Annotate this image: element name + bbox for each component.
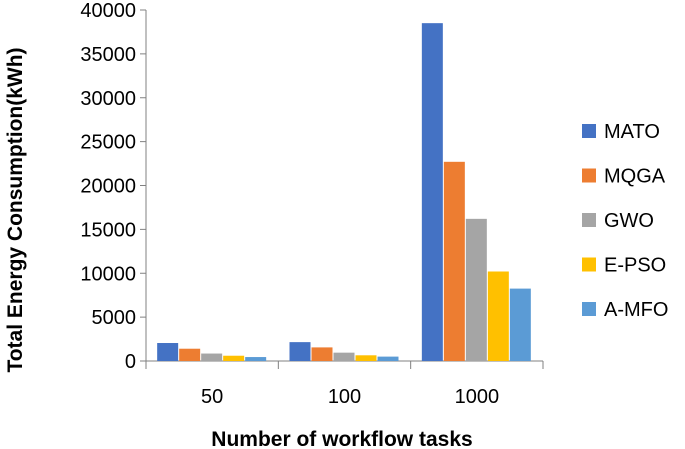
x-category-label: 50 xyxy=(201,386,223,408)
x-category-label: 100 xyxy=(328,386,361,408)
legend-label-mqga: MQGA xyxy=(604,166,666,188)
y-tick-label: 25000 xyxy=(80,132,136,154)
legend-label-e-pso: E-PSO xyxy=(604,255,666,277)
y-tick-label: 20000 xyxy=(80,176,136,198)
legend-swatch-mqga xyxy=(582,168,596,183)
bar-mqga-50 xyxy=(179,348,201,361)
bar-gwo-100 xyxy=(333,352,355,361)
bar-mqga-1000 xyxy=(443,161,465,361)
y-tick-label: 35000 xyxy=(80,44,136,66)
x-axis: 50 100 1000 xyxy=(145,360,544,408)
legend-swatch-a-mfo xyxy=(582,302,596,316)
legend: MATO MQGA GWO E-PSO A-MFO xyxy=(582,121,668,321)
y-tick-label: 15000 xyxy=(80,219,136,241)
y-axis: 0 5000 10000 15000 20000 25000 30000 35000 40000 xyxy=(80,0,147,373)
bar-e-pso-50 xyxy=(223,355,245,361)
y-tick-label: 30000 xyxy=(80,88,136,110)
bar-mqga-100 xyxy=(311,347,333,361)
bar-mato-50 xyxy=(157,343,179,361)
bar-e-pso-1000 xyxy=(487,271,509,361)
bar-gwo-50 xyxy=(201,353,223,361)
legend-swatch-gwo xyxy=(582,213,596,227)
bar-a-mfo-100 xyxy=(377,356,399,361)
bar-a-mfo-50 xyxy=(245,357,267,361)
bars xyxy=(157,23,531,361)
legend-swatch-mato xyxy=(582,124,596,138)
y-tick-label: 10000 xyxy=(80,263,136,285)
bar-mato-100 xyxy=(289,342,311,361)
y-tick-label: 0 xyxy=(125,351,136,373)
y-axis-title: Total Energy Consumption(kWh) xyxy=(4,47,27,372)
legend-label-gwo: GWO xyxy=(604,210,654,232)
bar-gwo-1000 xyxy=(465,218,487,361)
bar-mato-1000 xyxy=(421,23,443,361)
bar-e-pso-100 xyxy=(355,355,377,361)
legend-swatch-e-pso xyxy=(582,257,596,272)
y-tick-label: 5000 xyxy=(92,307,137,329)
legend-label-a-mfo: A-MFO xyxy=(604,299,668,321)
bar-a-mfo-1000 xyxy=(509,288,531,361)
x-category-label: 1000 xyxy=(455,386,500,408)
x-axis-title: Number of workflow tasks xyxy=(211,428,472,449)
legend-label-mato: MATO xyxy=(604,121,660,143)
y-tick-label: 40000 xyxy=(80,0,136,22)
